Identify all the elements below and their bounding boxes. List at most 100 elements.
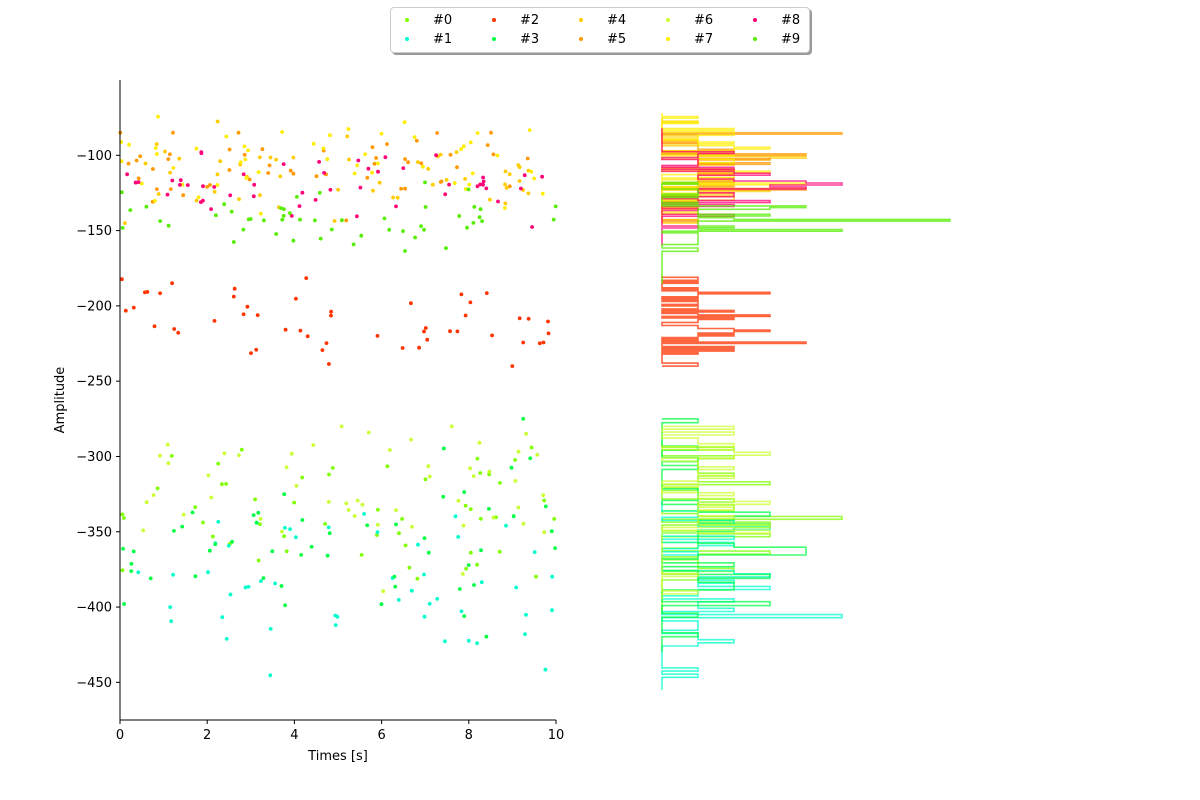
scatter-point (172, 327, 177, 331)
scatter-point (491, 152, 496, 157)
scatter-point (526, 316, 531, 321)
scatter-point (243, 585, 248, 590)
scatter-point (504, 523, 508, 528)
scatter-point (120, 226, 125, 230)
scatter-point (128, 208, 133, 213)
scatter-point (503, 206, 507, 210)
scatter-point (479, 548, 483, 553)
scatter-point (423, 326, 428, 330)
scatter-point (427, 601, 432, 606)
legend-label: #5 (607, 31, 627, 47)
scatter-point (131, 549, 136, 554)
scatter-point (280, 130, 284, 134)
legend-label: #4 (607, 12, 627, 28)
scatter-point (509, 465, 514, 470)
scatter-point (435, 131, 439, 135)
scatter-point (511, 514, 516, 519)
y-tick-label: −400 (76, 601, 112, 616)
marginal-histogram (661, 113, 951, 690)
scatter-point (220, 482, 224, 487)
scatter-point (534, 574, 538, 579)
scatter-point (279, 206, 283, 211)
scatter-point (370, 170, 374, 175)
scatter-point (340, 218, 344, 223)
scatter-point (532, 176, 536, 181)
scatter-point (422, 614, 427, 619)
scatter-point (201, 184, 205, 189)
scatter-point (154, 152, 159, 156)
y-tick-label: −200 (76, 299, 112, 314)
scatter-point (261, 576, 266, 580)
scatter-point (236, 130, 241, 135)
scatter-point (211, 534, 215, 539)
scatter-point (165, 442, 170, 447)
scatter-point (201, 520, 205, 525)
scatter-point (180, 524, 185, 529)
y-tick-label: −250 (76, 375, 112, 390)
scatter-point (470, 171, 475, 176)
scatter-point (526, 191, 531, 196)
scatter-point (487, 472, 491, 477)
scatter-point (460, 572, 465, 576)
scatter-point (212, 189, 217, 194)
scatter-point (456, 498, 461, 503)
scatter-point (206, 570, 210, 575)
scatter-point (457, 587, 462, 591)
scatter-point (151, 493, 156, 497)
scatter-point (549, 529, 554, 534)
scatter-point (498, 481, 502, 485)
scatter-point (489, 130, 493, 135)
scatter-point (503, 201, 508, 206)
scatter-point (185, 183, 190, 188)
scatter-point (212, 185, 217, 189)
scatter-point (413, 235, 417, 240)
scatter-point (220, 615, 225, 620)
scatter-point (422, 572, 426, 577)
scatter-point (391, 195, 395, 200)
scatter-point (278, 174, 283, 179)
legend-label: #6 (694, 12, 714, 28)
legend-item: #4 (579, 11, 626, 29)
scatter-point (532, 550, 537, 554)
scatter-point (426, 167, 431, 171)
scatter-point (298, 217, 302, 222)
scatter-point (177, 156, 182, 161)
scatter-point (154, 142, 159, 147)
scatter-point (176, 330, 181, 335)
scatter-point (393, 584, 398, 589)
scatter-point (480, 219, 484, 224)
scatter-point (379, 131, 384, 136)
scatter-point (262, 218, 266, 223)
scatter-point (484, 186, 489, 191)
histogram-series-8 (661, 128, 843, 246)
scatter-point (253, 497, 257, 502)
scatter-point (472, 583, 476, 587)
scatter-point (471, 221, 476, 225)
scatter-point (283, 327, 288, 332)
scatter-point (328, 187, 333, 192)
scatter-point (468, 550, 473, 555)
scatter-point (503, 182, 507, 187)
scatter-point (281, 162, 286, 167)
scatter-point (153, 146, 158, 150)
scatter-point (218, 159, 223, 164)
scatter-point (394, 204, 398, 209)
legend-marker (579, 18, 583, 22)
scatter-point (125, 172, 129, 177)
scatter-point (355, 498, 360, 503)
scatter-point (289, 451, 294, 456)
scatter-point (347, 157, 351, 162)
scatter-point (359, 553, 364, 557)
scatter-point (478, 182, 483, 187)
scatter-point (352, 171, 357, 176)
scatter-point (478, 471, 483, 475)
legend-item: #0 (405, 11, 452, 29)
scatter-point (475, 456, 480, 461)
scatter-point (242, 152, 247, 157)
scatter-point (504, 186, 509, 190)
scatter-point (487, 469, 492, 474)
scatter-point (553, 204, 558, 209)
y-axis-label: Amplitude (53, 367, 68, 434)
scatter-point (541, 493, 546, 498)
x-tick-label: 8 (465, 728, 473, 743)
